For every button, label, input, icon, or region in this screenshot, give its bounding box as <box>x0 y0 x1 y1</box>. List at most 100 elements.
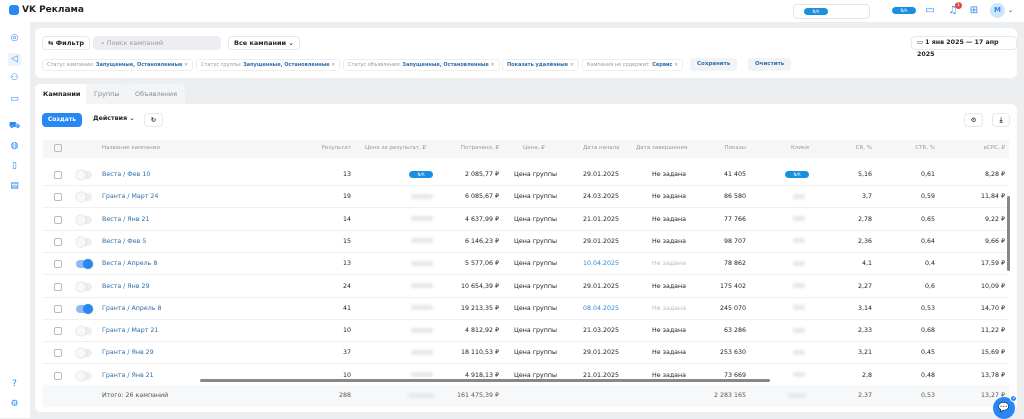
compass-icon[interactable]: ◎ <box>10 33 19 43</box>
spent: 4 918,13 ₽ <box>464 371 499 379</box>
bell-icon[interactable]: ♫ <box>948 5 958 16</box>
campaign-name-link[interactable]: Гранта / Март 21 <box>102 327 159 335</box>
download-button[interactable]: ⤓ <box>992 113 1010 127</box>
tab-groups[interactable]: Группы <box>86 84 128 104</box>
table-row[interactable]: Гранта / Апрель 8 41 19 213,35 ₽ Цена гр… <box>43 298 1009 320</box>
filter-button[interactable]: ⇆ Фильтр <box>42 36 91 50</box>
megaphone-icon[interactable]: ◁ <box>8 53 21 66</box>
table-row[interactable]: Веста / Янв 29 24 10 654,39 ₽ Цена групп… <box>43 276 1009 298</box>
status-toggle[interactable] <box>76 214 92 225</box>
campaign-name-link[interactable]: Гранта / Март 24 <box>102 193 159 201</box>
col-start-date[interactable]: Дата начала <box>583 145 620 151</box>
filter-chip-name-excludes[interactable]: Кампания не содержит: Сервис ✕ <box>582 59 684 71</box>
globe-icon[interactable]: ◍ <box>10 141 19 151</box>
status-toggle[interactable] <box>76 370 92 381</box>
filter-chip-ad-status[interactable]: Статус объявления: Запущенные, Остановле… <box>343 59 500 71</box>
clear-filter-button[interactable]: Очистить <box>748 58 792 71</box>
horizontal-scrollbar[interactable] <box>200 379 770 382</box>
audience-icon[interactable]: ⚇ <box>10 73 19 83</box>
table-row[interactable]: Веста / Фев 10 13 N/A 2 085,77 ₽ Цена гр… <box>43 164 1009 186</box>
help-icon[interactable]: ? <box>12 379 17 389</box>
status-toggle[interactable] <box>76 326 92 337</box>
row-checkbox[interactable] <box>54 282 62 291</box>
campaign-name-link[interactable]: Веста / Апрель 8 <box>102 260 158 268</box>
cart-icon[interactable]: ⛟ <box>8 121 21 131</box>
tab-ads[interactable]: Объявления <box>127 84 185 104</box>
status-toggle[interactable] <box>76 192 92 203</box>
avatar[interactable]: M <box>990 3 1005 18</box>
refresh-button[interactable]: ↻ <box>144 113 163 127</box>
status-toggle[interactable] <box>76 259 93 270</box>
chat-button[interactable]: 💬 <box>993 397 1015 419</box>
table-row[interactable]: Гранта / Янв 29 37 18 110,53 ₽ Цена груп… <box>43 342 1009 365</box>
col-impressions[interactable]: Показы <box>724 145 746 151</box>
col-clicks[interactable]: Клики <box>791 145 809 151</box>
campaign-name-link[interactable]: Веста / Фев 5 <box>102 237 147 245</box>
col-name[interactable]: Название кампании <box>102 145 160 151</box>
col-spent[interactable]: Потрачено, ₽ <box>460 145 499 151</box>
start-date[interactable]: 08.04.2025 <box>583 304 620 312</box>
campaign-name-link[interactable]: Гранта / Апрель 8 <box>102 304 162 312</box>
status-toggle[interactable] <box>76 281 92 292</box>
table-row[interactable]: Веста / Янв 21 14 4 637,99 ₽ Цена группы… <box>43 209 1009 231</box>
date-range: 1 янв 2025 — 17 апр 2025 <box>917 39 999 58</box>
status-toggle[interactable] <box>76 348 92 359</box>
col-end-date[interactable]: Дата завершения <box>636 145 688 151</box>
row-checkbox[interactable] <box>54 193 62 202</box>
status-toggle[interactable] <box>76 303 93 314</box>
table-row[interactable]: Гранта / Март 21 10 4 812,92 ₽ Цена груп… <box>43 320 1009 343</box>
row-checkbox[interactable] <box>54 171 62 179</box>
table-row[interactable]: Веста / Апрель 8 13 5 577,06 ₽ Цена груп… <box>43 253 1009 276</box>
table-row[interactable]: Гранта / Янв 21 10 4 918,13 ₽ Цена групп… <box>43 365 1009 387</box>
col-ctr[interactable]: CTR, % <box>915 145 935 151</box>
campaign-name-link[interactable]: Веста / Янв 29 <box>102 282 150 290</box>
apps-grid-icon[interactable]: ⊞ <box>969 5 979 16</box>
select-all-checkbox[interactable] <box>54 144 62 152</box>
gear-icon[interactable]: ⚙ <box>10 399 19 409</box>
wallet-icon[interactable]: ▭ <box>10 94 19 104</box>
row-checkbox[interactable] <box>54 327 62 336</box>
col-result[interactable]: Результат <box>321 145 351 151</box>
mobile-icon[interactable]: ▯ <box>12 161 17 171</box>
table-settings-button[interactable]: ⚙ <box>964 113 983 127</box>
close-icon[interactable]: ✕ <box>183 62 189 68</box>
start-date[interactable]: 10.04.2025 <box>583 260 620 268</box>
campaign-name-link[interactable]: Гранта / Янв 21 <box>102 371 154 379</box>
create-button[interactable]: Создать <box>42 113 82 127</box>
filter-chip-show-deleted[interactable]: Показать удалённые ✕ <box>502 59 579 71</box>
row-checkbox[interactable] <box>54 215 62 224</box>
campaign-name-link[interactable]: Веста / Янв 21 <box>102 215 150 223</box>
campaign-name-link[interactable]: Гранта / Янв 29 <box>102 349 154 357</box>
row-checkbox[interactable] <box>54 237 62 246</box>
col-ecpc[interactable]: eCPC, ₽ <box>983 145 1005 151</box>
chevron-down-icon[interactable]: ⌄ <box>1008 7 1014 14</box>
date-range-picker[interactable]: ▭ 1 янв 2025 — 17 апр 2025 <box>911 36 1017 58</box>
filter-chip-group-status[interactable]: Статус группы: Запущенные, Остановленные… <box>196 59 341 71</box>
col-price[interactable]: Цена, ₽ <box>523 145 545 151</box>
filter-chip-campaign-status[interactable]: Статус кампании: Запущенные, Остановленн… <box>42 59 194 71</box>
search-input[interactable]: ⌕ Поиск кампаний <box>93 36 221 50</box>
status-toggle[interactable] <box>76 236 92 247</box>
row-checkbox[interactable] <box>54 304 62 313</box>
col-cost-per-result[interactable]: Цена за результат, ₽ <box>365 145 426 151</box>
list-icon[interactable]: ▤ <box>10 181 19 191</box>
row-checkbox[interactable] <box>54 349 62 358</box>
actions-dropdown[interactable]: Действия ⌄ <box>88 113 140 127</box>
close-icon[interactable]: ✕ <box>569 62 574 68</box>
close-icon[interactable]: ✕ <box>331 62 336 68</box>
status-toggle[interactable] <box>76 170 92 180</box>
col-cr[interactable]: CR, % <box>855 145 872 151</box>
vertical-scrollbar[interactable] <box>1007 196 1010 271</box>
table-row[interactable]: Веста / Фев 5 15 6 146,23 ₽ Цена группы … <box>43 231 1009 253</box>
close-icon[interactable]: ✕ <box>490 62 495 68</box>
account-selector[interactable]: N/A <box>793 4 870 19</box>
tab-campaigns[interactable]: Кампании <box>35 84 89 104</box>
save-filter-button[interactable]: Сохранить <box>690 58 738 71</box>
table-row[interactable]: Гранта / Март 24 19 6 085,67 ₽ Цена груп… <box>43 186 1009 209</box>
campaign-scope-select[interactable]: Все кампании ⌄ <box>228 36 300 50</box>
row-checkbox[interactable] <box>54 371 62 380</box>
campaign-name-link[interactable]: Веста / Фев 10 <box>102 171 151 178</box>
row-checkbox[interactable] <box>54 260 62 269</box>
close-icon[interactable]: ✕ <box>674 62 679 68</box>
wallet-icon[interactable]: ▭ <box>925 5 935 16</box>
